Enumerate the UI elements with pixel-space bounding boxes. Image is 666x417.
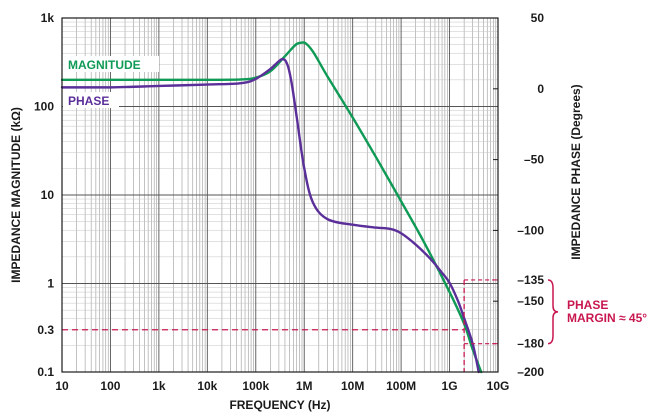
right-y-tick-label: –135 [517,273,544,287]
x-tick-label: 10k [197,379,217,393]
right-axis-tick-labels: 50 0 –50 –100 –135 –150 –180 –200 [517,11,544,379]
right-y-tick-label: –150 [517,294,544,308]
left-y-tick-label: 100 [34,100,54,114]
legend-label-background [63,92,119,108]
left-axis-tick-labels: 1k 100 10 1 0.3 0.1 [34,11,54,379]
left-y-tick-label: 0.3 [37,323,54,337]
right-y-tick-label: 50 [531,11,545,25]
x-tick-label: 10M [341,379,364,393]
right-y-tick-label: –180 [517,337,544,351]
series-line-magnitude [60,41,483,374]
x-tick-label: 100M [386,379,416,393]
right-y-tick-label: 0 [537,82,544,96]
legend-entry-magnitude: MAGNITUDE [68,58,141,72]
legend: MAGNITUDE PHASE [63,56,159,108]
left-y-tick-label: 1 [47,277,54,291]
right-y-tick-label: –100 [517,223,544,237]
legend-label-background [63,56,159,72]
x-axis-title: FREQUENCY (Hz) [229,398,330,412]
major-grid [62,18,498,372]
x-tick-label: 10 [55,379,69,393]
right-y-tick-label: –200 [517,365,544,379]
x-tick-label: 1k [152,379,166,393]
x-axis-tick-labels: 10 100 1k 10k 100k 1M 10M 100M 1G 10G [55,379,509,393]
plot-frame [61,17,499,373]
x-tick-label: 1G [442,379,458,393]
series-line-phase [60,57,480,374]
right-y-tick-label: –50 [524,153,544,167]
phase-margin-label-line: MARGIN ≈ 45° [567,311,647,325]
left-y-tick-label: 0.1 [37,365,54,379]
x-tick-label: 10G [487,379,510,393]
x-tick-label: 100 [100,379,120,393]
x-tick-label: 100k [242,379,269,393]
right-axis-title: IMPEDANCE PHASE (Degrees) [569,84,583,259]
x-tick-label: 1M [296,379,313,393]
legend-entry-phase: PHASE [68,94,109,108]
left-y-tick-label: 1k [41,11,55,25]
phase-margin-brace [547,279,559,345]
phase-margin-label-line: PHASE [567,298,608,312]
left-y-tick-label: 10 [41,188,55,202]
left-axis-title: IMPEDANCE MAGNITUDE (kΩ) [9,107,23,283]
series-layer [60,41,483,374]
